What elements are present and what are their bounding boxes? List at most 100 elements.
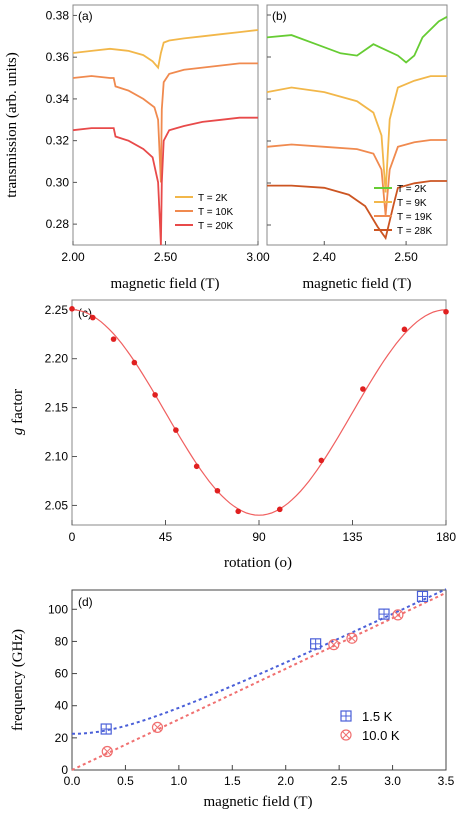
panel-a-tag: (a) bbox=[78, 9, 93, 23]
panel-b-xtick-label: 2.50 bbox=[394, 250, 418, 264]
panel-c-xtick-label: 45 bbox=[159, 530, 173, 544]
panel-b-tag: (b) bbox=[272, 9, 287, 23]
panel-d-ytick-label: 80 bbox=[55, 634, 69, 648]
panel-d-data-point bbox=[392, 609, 404, 621]
panel-b-frame bbox=[266, 4, 448, 246]
panel-c-ylabel: g factor bbox=[10, 389, 26, 435]
panel-b-xtick-label: 2.40 bbox=[313, 250, 337, 264]
panel-c-data-point bbox=[360, 386, 366, 392]
panel-a-xtick-label: 3.00 bbox=[246, 250, 270, 264]
panel-a: (a) 2.00 2.50 3.00 0.28 0.30 0.32 0.34 0.36 0.38… bbox=[4, 4, 270, 292]
panel-d-axes: 0.0 0.5 1.0 1.5 2.0 2.5 3.0 3.5 0 20 40 60 80 100 bbox=[48, 602, 455, 788]
panel-c-data-point bbox=[152, 392, 158, 398]
panel-b-series-line-3 bbox=[266, 139, 447, 216]
panel-a-series-line-3 bbox=[72, 116, 258, 246]
panel-d-xlabel: magnetic field (T) bbox=[203, 794, 312, 810]
panel-c-ytick-label: 2.10 bbox=[45, 450, 69, 464]
panel-b-series bbox=[266, 16, 448, 241]
panel-c-ytick-label: 2.15 bbox=[45, 401, 69, 415]
panel-c-xtick-label: 0 bbox=[69, 530, 76, 544]
panel-a-series bbox=[72, 29, 259, 246]
panel-a-xlabel: magnetic field (T) bbox=[110, 276, 219, 292]
panel-d-data-point bbox=[328, 639, 340, 651]
panel-a-xtick-label: 2.00 bbox=[61, 250, 85, 264]
panel-d-ylabel: frequency (GHz) bbox=[10, 629, 26, 731]
panel-b-series-line-1 bbox=[266, 16, 448, 64]
panel-d-tag: (d) bbox=[78, 595, 93, 609]
panel-c-data-point bbox=[276, 506, 283, 513]
panel-a-ytick-label: 0.36 bbox=[46, 50, 70, 64]
panel-d-legend-label: 1.5 K bbox=[362, 709, 393, 724]
panel-a-legend-label: T = 2K bbox=[198, 193, 228, 204]
panel-b-legend-label: T = 28K bbox=[397, 226, 432, 237]
panel-a-axes: 2.00 2.50 3.00 0.28 0.30 0.32 0.34 0.36 0.38 bbox=[46, 8, 270, 264]
panel-d-fit-curve-2 bbox=[71, 591, 447, 771]
panel-c-data-point bbox=[173, 427, 179, 433]
panel-c-data-point bbox=[401, 326, 408, 333]
panel-d-legend-label: 10.0 K bbox=[362, 728, 400, 743]
panel-d-legend: 1.5 K 10.0 K bbox=[340, 709, 400, 743]
panel-c-xtick-label: 180 bbox=[436, 530, 456, 544]
panel-c-tag: (c) bbox=[78, 306, 92, 320]
panel-c-data-point bbox=[89, 314, 96, 321]
panel-d-xtick-label: 3.0 bbox=[384, 774, 401, 788]
panel-d-data-point bbox=[101, 745, 113, 758]
panel-a-legend: T = 2K T = 10K T = 20K bbox=[175, 193, 233, 232]
panel-a-ylabel: transmission (arb. units) bbox=[4, 52, 20, 197]
panel-c-xtick-label: 135 bbox=[342, 530, 362, 544]
panel-c-data-point bbox=[443, 308, 449, 315]
panel-b-legend: T = 2K T = 9K T = 19K T = 28K bbox=[374, 184, 432, 237]
panel-c-axes: 0 45 90 135 180 2.05 2.10 2.15 2.20 2.25 bbox=[45, 303, 457, 544]
panel-d-data-point bbox=[416, 590, 429, 603]
panel-c-data-point bbox=[318, 457, 325, 464]
panel-a-series-line-1 bbox=[72, 29, 259, 70]
panel-c-fit-curve bbox=[71, 309, 447, 516]
panel-a-ytick-label: 0.34 bbox=[46, 92, 70, 106]
panel-a-ytick-label: 0.28 bbox=[46, 217, 70, 231]
panel-d-ytick-label: 40 bbox=[55, 699, 69, 713]
panel-d-ytick-label: 20 bbox=[55, 731, 69, 745]
panel-c-frame bbox=[71, 299, 447, 526]
panel-c-xlabel: rotation (o) bbox=[224, 555, 292, 571]
panel-d-legend-marker bbox=[340, 729, 352, 741]
panel-d-xtick-label: 1.0 bbox=[171, 774, 188, 788]
panel-c-xtick-label: 90 bbox=[252, 530, 266, 544]
panel-c-data-point bbox=[69, 306, 75, 312]
panel-d-data-point bbox=[100, 723, 112, 735]
panel-d-xtick-label: 2.5 bbox=[331, 774, 348, 788]
panel-d-ytick-label: 100 bbox=[48, 602, 68, 616]
panel-b-legend-label: T = 19K bbox=[397, 212, 432, 223]
panel-c-ytick-label: 2.25 bbox=[45, 303, 69, 317]
panel-d-xtick-label: 3.5 bbox=[438, 774, 455, 788]
panel-d-xtick-label: 2.0 bbox=[277, 774, 294, 788]
panel-a-ytick-label: 0.32 bbox=[46, 134, 70, 148]
panel-d-data-point bbox=[151, 721, 164, 734]
panel-b-legend-label: T = 9K bbox=[397, 198, 427, 209]
panel-c-series bbox=[69, 306, 449, 516]
panel-a-legend-label: T = 20K bbox=[198, 221, 233, 232]
panel-b-xlabel: magnetic field (T) bbox=[302, 276, 411, 292]
panel-c-data-point bbox=[193, 463, 200, 470]
panel-a-ytick-label: 0.38 bbox=[46, 8, 70, 22]
panel-d-xtick-label: 0.0 bbox=[64, 774, 81, 788]
panel-b-series-line-2 bbox=[266, 75, 447, 193]
panel-b-axes: 2.40 2.50 bbox=[267, 14, 418, 264]
panel-d-ytick-label: 60 bbox=[55, 667, 69, 681]
panel-d-data-point bbox=[346, 632, 358, 644]
panel-a-xtick-label: 2.50 bbox=[154, 250, 178, 264]
panel-d-legend-marker bbox=[340, 710, 352, 722]
panel-c-data-point bbox=[214, 487, 221, 494]
panel-d-xtick-label: 1.5 bbox=[224, 774, 241, 788]
panel-a-legend-label: T = 10K bbox=[198, 207, 233, 218]
panel-d-series bbox=[71, 588, 447, 771]
panel-c-data-point bbox=[110, 336, 117, 342]
panel-c: (c) 0 45 90 135 180 2.05 2.10 2.15 2.20 2.25 rota… bbox=[10, 299, 457, 571]
panel-d-frame bbox=[71, 589, 447, 771]
panel-d-data-point bbox=[310, 638, 322, 650]
panel-d-data-point bbox=[378, 608, 390, 620]
panel-c-ytick-label: 2.20 bbox=[45, 352, 69, 366]
panel-c-ytick-label: 2.05 bbox=[45, 498, 69, 512]
panel-c-data-point bbox=[131, 359, 138, 366]
